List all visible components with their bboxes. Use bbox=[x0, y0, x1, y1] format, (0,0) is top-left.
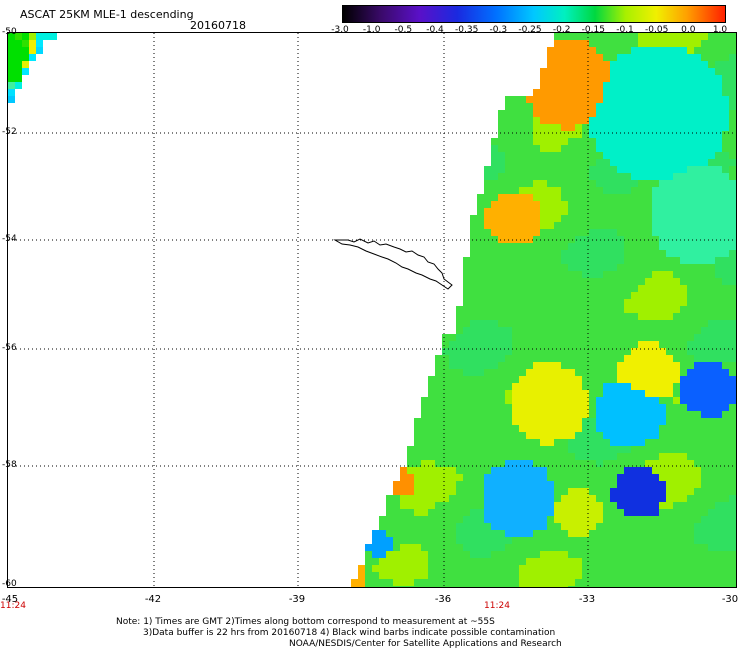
y-label-56: -56 bbox=[2, 343, 17, 353]
time-label-left: 11:24 bbox=[0, 601, 26, 611]
colorbar-tick-label: -0.2 bbox=[552, 25, 571, 35]
data-field bbox=[8, 33, 736, 587]
time-label-mid: 11:24 bbox=[484, 601, 510, 611]
product-title: ASCAT 25KM MLE-1 descending bbox=[20, 8, 194, 21]
colorbar-tick-label: 0.0 bbox=[681, 25, 696, 35]
y-label-50: -50 bbox=[2, 27, 17, 37]
south-georgia-island-outline bbox=[333, 238, 453, 290]
y-label-60: -60 bbox=[2, 579, 17, 589]
y-label-58: -58 bbox=[2, 460, 17, 470]
colorbar-tick-label: -3.0 bbox=[331, 25, 349, 35]
colorbar-tick-label: -0.25 bbox=[518, 25, 542, 35]
colorbar-tick-label: -1.0 bbox=[362, 25, 381, 35]
colorbar-tick-label: -0.35 bbox=[455, 25, 479, 35]
product-date: 20160718 bbox=[190, 19, 246, 32]
colorbar-tick-label: -0.05 bbox=[645, 25, 669, 35]
colorbar-tick-label: -0.1 bbox=[616, 25, 634, 35]
note-line-2: 3)Data buffer is 22 hrs from 20160718 4)… bbox=[143, 628, 556, 638]
colorbar-tick-label: -0.5 bbox=[394, 25, 413, 35]
y-label-54: -54 bbox=[2, 234, 17, 244]
x-label-45: -45 bbox=[1, 594, 19, 605]
map-svg bbox=[8, 33, 736, 587]
note-line-3: NOAA/NESDIS/Center for Satellite Applica… bbox=[289, 639, 562, 649]
x-label-36: -36 bbox=[434, 594, 452, 605]
note-line-1: Note: 1) Times are GMT 2)Times along bot… bbox=[116, 617, 495, 627]
x-label-39: -39 bbox=[288, 594, 306, 605]
y-label-52: -52 bbox=[2, 127, 17, 137]
colorbar-tick-label: -0.4 bbox=[426, 25, 444, 35]
colorbar-tick-labels: -3.0 -1.0 -0.5 -0.4 -0.35 -0.3 -0.25 -0.2 -0.15 -… bbox=[330, 25, 740, 37]
colorbar bbox=[342, 5, 726, 23]
x-label-42: -42 bbox=[144, 594, 162, 605]
colorbar-tick-label: -0.15 bbox=[581, 25, 605, 35]
x-label-30: -30 bbox=[721, 594, 739, 605]
x-label-33: -33 bbox=[578, 594, 596, 605]
colorbar-tick-label: 1.0 bbox=[712, 25, 728, 35]
colorbar-tick-label: -0.3 bbox=[489, 25, 508, 35]
grid-lines bbox=[8, 33, 736, 587]
map-plot-area bbox=[7, 32, 737, 588]
